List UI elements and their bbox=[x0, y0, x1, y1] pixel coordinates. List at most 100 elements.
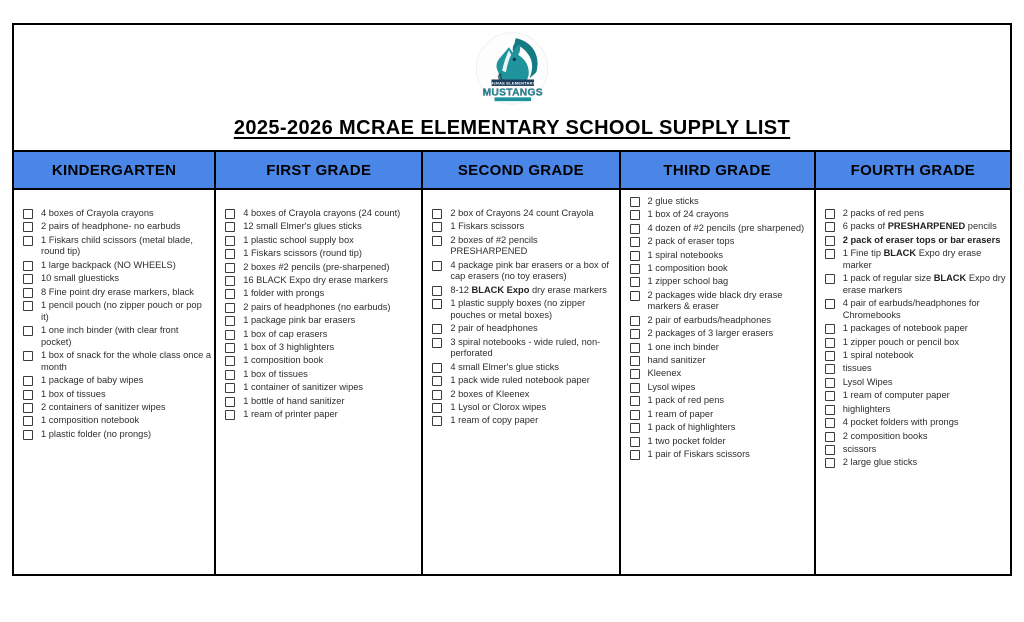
checkbox[interactable] bbox=[629, 264, 640, 275]
checkbox[interactable] bbox=[824, 235, 835, 246]
checkbox[interactable] bbox=[629, 290, 640, 301]
checkbox[interactable] bbox=[23, 209, 33, 219]
checkbox[interactable] bbox=[629, 250, 640, 261]
checkbox[interactable] bbox=[824, 391, 835, 402]
checkbox[interactable] bbox=[432, 389, 443, 400]
checkbox[interactable] bbox=[629, 315, 640, 326]
item-text: 1 Fine tip BLACK Expo dry erase marker bbox=[842, 248, 982, 270]
list-item: 1 zipper school bag bbox=[628, 276, 811, 288]
checkbox[interactable] bbox=[23, 326, 33, 337]
checkbox[interactable] bbox=[23, 376, 33, 387]
checkbox[interactable] bbox=[225, 369, 236, 380]
list-item: 2 glue sticks bbox=[628, 196, 811, 208]
checkbox[interactable] bbox=[824, 299, 835, 310]
checkbox[interactable] bbox=[225, 383, 236, 394]
checkbox[interactable] bbox=[432, 376, 443, 387]
item-text: 1 one inch binder bbox=[647, 341, 719, 352]
item-text: 1 spiral notebooks bbox=[647, 249, 724, 260]
checkbox[interactable] bbox=[432, 337, 443, 348]
list-item: 1 pack wide ruled notebook paper bbox=[430, 375, 615, 387]
checkbox[interactable] bbox=[225, 396, 236, 407]
checkbox[interactable] bbox=[23, 389, 33, 400]
checkbox[interactable] bbox=[629, 223, 640, 234]
checkbox[interactable] bbox=[23, 235, 33, 246]
list-item: 1 container of sanitizer wipes bbox=[223, 382, 418, 394]
checkbox[interactable] bbox=[432, 299, 443, 310]
checkbox[interactable] bbox=[824, 377, 835, 388]
checkbox[interactable] bbox=[629, 409, 640, 420]
list-item: 2 pair of headphones bbox=[430, 323, 615, 335]
list-item: 1 packages of notebook paper bbox=[823, 323, 1007, 335]
checkbox[interactable] bbox=[23, 287, 33, 298]
checkbox[interactable] bbox=[824, 351, 835, 362]
checkbox[interactable] bbox=[225, 316, 236, 327]
checkbox[interactable] bbox=[629, 369, 640, 380]
checkbox[interactable] bbox=[23, 301, 33, 312]
checkbox[interactable] bbox=[432, 324, 443, 335]
list-item: 6 packs of PRESHARPENED pencils bbox=[823, 221, 1007, 233]
checkbox[interactable] bbox=[23, 416, 33, 427]
checkbox[interactable] bbox=[432, 285, 443, 296]
list-item: Kleenex bbox=[628, 368, 811, 380]
checkbox[interactable] bbox=[629, 423, 640, 434]
checkbox[interactable] bbox=[225, 356, 236, 367]
checkbox[interactable] bbox=[432, 260, 443, 271]
list-item: 1 box of cap erasers bbox=[223, 329, 418, 341]
checkbox[interactable] bbox=[824, 249, 835, 260]
checkbox[interactable] bbox=[824, 458, 835, 469]
checkbox[interactable] bbox=[629, 210, 640, 221]
list-item: 1 package pink bar erasers bbox=[223, 315, 418, 327]
list-item: 2 box of Crayons 24 count Crayola bbox=[430, 208, 615, 220]
checkbox[interactable] bbox=[629, 277, 640, 288]
checkbox[interactable] bbox=[225, 276, 236, 287]
checkbox[interactable] bbox=[225, 343, 236, 354]
checkbox[interactable] bbox=[824, 274, 835, 285]
checkbox[interactable] bbox=[629, 237, 640, 248]
checkbox[interactable] bbox=[629, 396, 640, 407]
checkbox[interactable] bbox=[23, 429, 33, 440]
checkbox[interactable] bbox=[225, 289, 236, 300]
checkbox[interactable] bbox=[629, 436, 640, 447]
item-text: 1 Fiskars scissors (round tip) bbox=[243, 248, 363, 259]
checkbox[interactable] bbox=[432, 235, 443, 246]
checkbox[interactable] bbox=[225, 262, 236, 273]
checkbox[interactable] bbox=[824, 209, 835, 219]
checkbox[interactable] bbox=[225, 329, 236, 340]
checkbox[interactable] bbox=[824, 337, 835, 348]
checkbox[interactable] bbox=[432, 209, 443, 219]
checkbox[interactable] bbox=[225, 235, 236, 246]
checkbox[interactable] bbox=[225, 302, 236, 313]
item-text: 3 spiral notebooks - wide ruled, non-per… bbox=[450, 336, 601, 359]
checkbox[interactable] bbox=[432, 416, 443, 427]
checkbox[interactable] bbox=[629, 342, 640, 353]
checkbox[interactable] bbox=[225, 249, 236, 260]
checkbox[interactable] bbox=[432, 222, 443, 233]
checkbox[interactable] bbox=[432, 362, 443, 373]
checkbox[interactable] bbox=[824, 222, 835, 233]
checkbox[interactable] bbox=[225, 209, 236, 219]
checkbox[interactable] bbox=[824, 404, 835, 415]
item-text: Kleenex bbox=[647, 368, 682, 379]
checkbox[interactable] bbox=[432, 402, 443, 413]
checkbox[interactable] bbox=[629, 449, 640, 460]
item-text: 2 box of Crayons 24 count Crayola bbox=[450, 208, 594, 218]
checkbox[interactable] bbox=[824, 418, 835, 429]
checkbox[interactable] bbox=[23, 402, 33, 413]
checkbox[interactable] bbox=[225, 222, 236, 233]
checkbox[interactable] bbox=[23, 260, 33, 271]
checkbox[interactable] bbox=[824, 324, 835, 335]
item-text: 2 glue sticks bbox=[647, 196, 699, 206]
checkbox[interactable] bbox=[629, 329, 640, 340]
item-text: 2 pair of headphones bbox=[450, 323, 538, 334]
checkbox[interactable] bbox=[23, 274, 33, 285]
checkbox[interactable] bbox=[629, 356, 640, 367]
list-item: 1 box of snack for the whole class once … bbox=[21, 350, 211, 373]
checkbox[interactable] bbox=[23, 351, 33, 362]
checkbox[interactable] bbox=[629, 382, 640, 393]
checkbox[interactable] bbox=[629, 197, 640, 207]
checkbox[interactable] bbox=[824, 444, 835, 455]
checkbox[interactable] bbox=[225, 410, 236, 421]
checkbox[interactable] bbox=[824, 364, 835, 375]
checkbox[interactable] bbox=[824, 431, 835, 442]
checkbox[interactable] bbox=[23, 222, 33, 233]
